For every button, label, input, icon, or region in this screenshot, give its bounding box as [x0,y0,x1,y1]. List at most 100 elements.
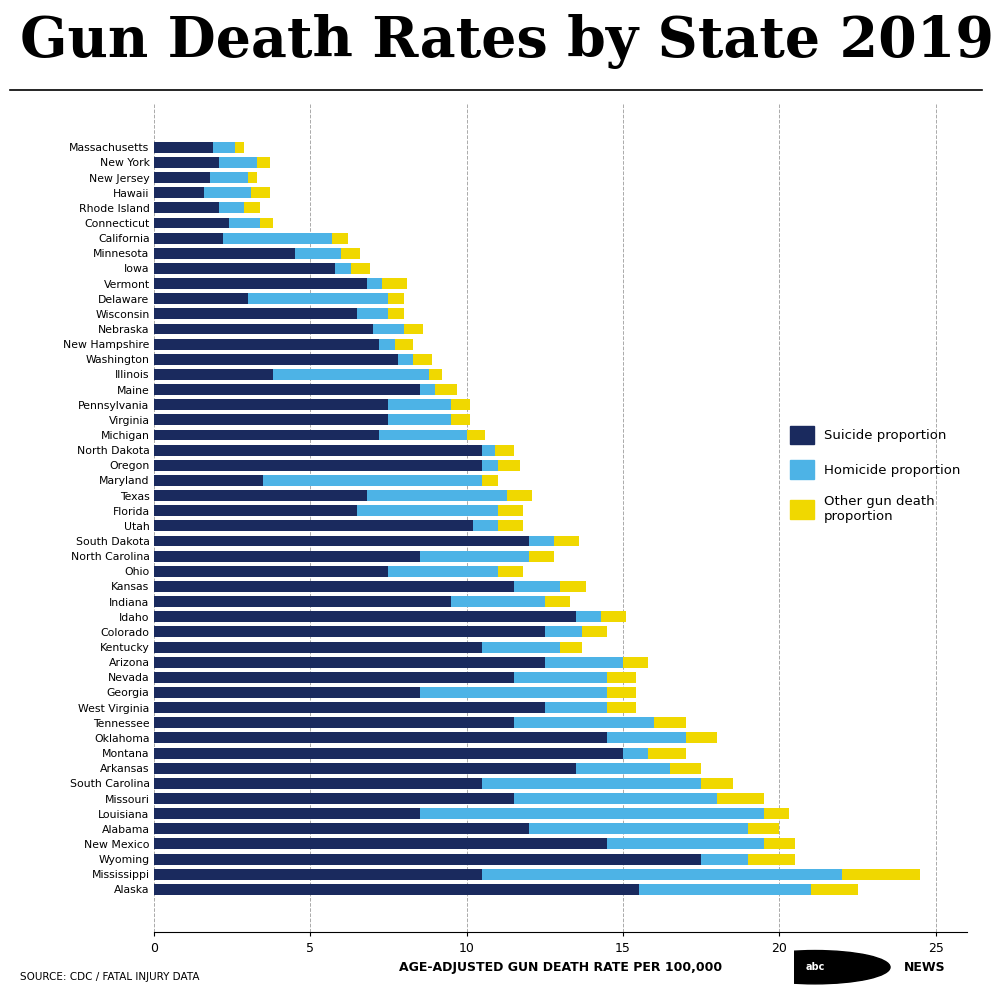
Bar [210,172,248,183]
Bar [154,672,514,682]
Bar [514,717,655,728]
Bar [154,884,639,895]
Bar [560,581,585,592]
Circle shape [740,950,890,984]
Bar [582,627,607,638]
Bar [154,854,701,865]
Bar [398,354,414,365]
Bar [154,444,482,455]
Bar [154,642,482,653]
Bar [514,793,717,804]
Bar [154,551,420,561]
Bar [507,490,533,501]
Bar [810,884,858,895]
Bar [420,808,764,819]
Bar [219,157,257,168]
Bar [154,233,222,244]
Bar [154,415,389,426]
Bar [414,354,433,365]
Bar [154,263,335,274]
Bar [332,233,348,244]
Bar [263,475,482,486]
Bar [154,565,389,576]
Bar [154,399,389,410]
Bar [154,596,451,607]
Bar [498,505,523,516]
Bar [229,217,260,228]
Bar [357,505,498,516]
Bar [545,702,607,713]
Bar [529,536,555,547]
Bar [420,551,529,561]
Bar [495,444,514,455]
Bar [435,384,457,395]
Bar [219,202,244,213]
Bar [389,294,404,305]
Bar [451,399,470,410]
Bar [473,521,498,532]
Bar [648,748,685,759]
Bar [154,808,420,819]
Legend: Suicide proportion, Homicide proportion, Other gun death
proportion: Suicide proportion, Homicide proportion,… [790,426,960,523]
Bar [555,536,579,547]
Bar [420,687,607,698]
Bar [764,838,796,849]
Bar [748,854,796,865]
Bar [576,763,670,774]
Bar [623,657,648,668]
Bar [748,823,780,834]
Bar [529,551,555,561]
Bar [154,157,219,168]
Bar [357,309,389,319]
Bar [601,611,626,622]
Bar [545,596,569,607]
Bar [154,702,545,713]
Bar [576,611,601,622]
Bar [154,217,229,228]
Text: NEWS: NEWS [905,960,946,974]
Bar [529,823,748,834]
Bar [670,763,701,774]
Bar [251,187,270,198]
Bar [655,717,685,728]
Bar [514,672,607,682]
Bar [373,323,404,334]
Bar [335,263,351,274]
Bar [235,142,244,153]
Bar [420,384,435,395]
Bar [222,233,332,244]
Bar [430,369,441,380]
Bar [154,869,482,880]
Bar [607,687,636,698]
Bar [482,475,498,486]
Bar [154,309,357,319]
Bar [154,521,473,532]
Bar [560,642,582,653]
Text: abc: abc [806,962,824,972]
Bar [154,505,357,516]
Bar [154,732,607,743]
Bar [482,444,495,455]
Bar [341,248,360,259]
Bar [395,338,414,349]
Bar [213,142,235,153]
Bar [154,717,514,728]
Bar [545,657,623,668]
Text: Gun Death Rates by State 2019: Gun Death Rates by State 2019 [20,14,992,69]
Bar [154,142,213,153]
Bar [701,854,748,865]
Bar [154,354,398,365]
Bar [482,642,560,653]
Bar [482,778,701,789]
Bar [154,490,366,501]
Bar [764,808,789,819]
Bar [248,172,257,183]
Bar [607,672,636,682]
Bar [154,323,373,334]
Bar [623,748,648,759]
Bar [154,581,514,592]
Bar [366,490,507,501]
Bar [154,294,248,305]
Bar [389,565,498,576]
Bar [389,399,451,410]
